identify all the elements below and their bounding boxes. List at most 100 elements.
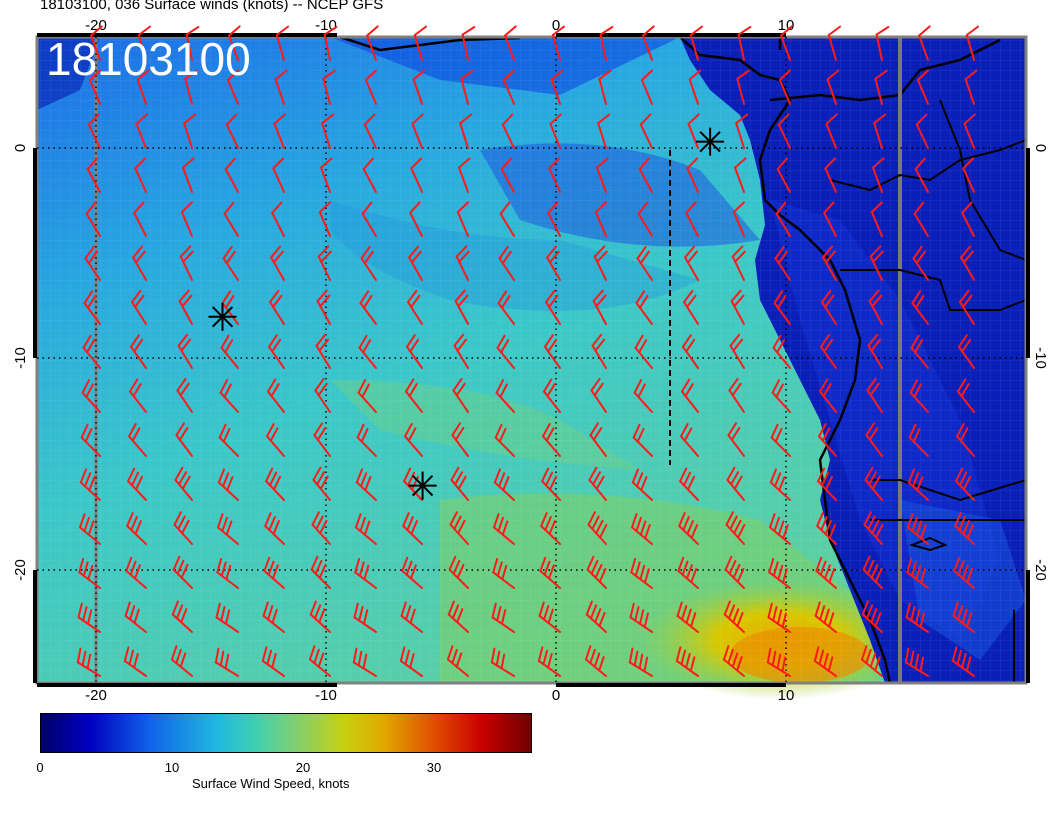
- wind-barb: [274, 69, 288, 105]
- wind-barb: [957, 334, 975, 369]
- wind-barb: [400, 601, 423, 633]
- wind-barb: [317, 245, 332, 281]
- wind-barb: [964, 69, 978, 105]
- location-markers: [208, 127, 725, 500]
- lat-labels: 0 -10 -20 0 -10 -20: [12, 144, 1049, 581]
- wind-barb: [774, 245, 791, 281]
- wind-barb: [133, 201, 147, 237]
- wind-barb: [313, 422, 331, 457]
- wind-barb: [266, 378, 285, 413]
- wind-barb: [907, 513, 929, 545]
- wind-barb: [499, 201, 515, 237]
- wind-barb: [90, 25, 103, 61]
- wind-barb: [639, 113, 653, 149]
- wind-barb: [308, 645, 331, 677]
- wind-barb: [173, 511, 193, 545]
- wind-barb: [262, 601, 285, 633]
- marker-south: [408, 471, 437, 500]
- lon-label-top: -10: [315, 17, 337, 34]
- wind-barb: [728, 378, 745, 413]
- wind-barbs: [76, 25, 980, 677]
- wind-barb: [863, 511, 884, 545]
- wind-barb: [408, 245, 423, 281]
- wind-barb: [178, 289, 193, 325]
- wind-barb: [541, 467, 561, 501]
- wind-barb: [642, 25, 655, 61]
- wind-barb: [551, 25, 566, 61]
- wind-barb: [593, 245, 608, 281]
- wind-barb: [675, 646, 699, 677]
- wind-barb: [685, 201, 699, 237]
- wind-barb: [537, 646, 561, 677]
- wind-barb: [86, 157, 101, 193]
- wind-barb: [912, 245, 929, 281]
- wind-barb: [185, 25, 200, 61]
- wind-barb: [965, 25, 980, 61]
- wind-barb: [413, 25, 428, 61]
- wind-barb: [864, 466, 883, 501]
- lat-label-right: -20: [1032, 559, 1049, 581]
- wind-barb: [352, 647, 377, 677]
- wind-barb: [269, 289, 285, 325]
- wind-barb: [275, 25, 290, 61]
- lat-label-left: -10: [12, 347, 29, 369]
- wind-barb: [314, 378, 331, 413]
- wind-barb: [172, 555, 193, 589]
- colorbar-label: Surface Wind Speed, knots: [192, 776, 350, 791]
- wind-barb: [589, 422, 607, 457]
- wind-barb: [961, 201, 975, 237]
- wind-barb: [354, 557, 377, 589]
- wind-barb: [496, 334, 515, 369]
- wind-barb: [353, 602, 377, 633]
- wind-barb: [128, 378, 147, 413]
- wind-barb: [267, 334, 285, 369]
- wind-barb: [594, 201, 607, 237]
- map-frame: [35, 35, 1028, 685]
- wind-barb: [498, 245, 515, 281]
- wind-barb: [539, 556, 561, 589]
- wind-barb: [723, 600, 745, 633]
- wind-barb: [500, 157, 515, 193]
- wind-barb: [860, 645, 883, 677]
- wind-barb: [633, 379, 653, 413]
- wind-barb: [493, 513, 515, 545]
- wind-barb: [731, 245, 746, 281]
- wind-barb: [131, 289, 147, 325]
- wind-barb: [768, 557, 791, 589]
- wind-barb: [954, 512, 975, 545]
- wind-barb: [686, 157, 699, 193]
- wind-barb: [322, 69, 336, 105]
- wind-barb: [321, 113, 335, 149]
- wind-barb: [226, 69, 240, 105]
- wind-barb: [861, 600, 883, 633]
- wind-barb: [726, 466, 745, 501]
- wind-barb: [125, 556, 147, 589]
- wind-barb: [217, 468, 239, 501]
- wind-barb: [630, 557, 653, 589]
- wind-barb: [776, 157, 791, 193]
- wind-barb: [128, 422, 147, 457]
- wind-barb: [270, 245, 285, 281]
- wind-barb: [538, 601, 561, 633]
- wind-barb: [729, 333, 745, 369]
- wind-barb: [962, 157, 975, 193]
- lat-label-left: -20: [12, 559, 29, 581]
- wind-barb: [545, 289, 561, 325]
- lon-label-bottom: -20: [85, 687, 107, 704]
- wind-barb: [814, 601, 837, 633]
- wind-barb: [867, 333, 883, 369]
- wind-barb: [869, 245, 884, 281]
- wind-barb: [180, 201, 193, 237]
- wind-barb: [778, 69, 792, 105]
- wind-barb: [271, 201, 285, 237]
- wind-barb: [78, 557, 101, 589]
- wind-barb: [955, 467, 975, 501]
- wind-barb: [450, 466, 469, 501]
- wind-barb: [909, 379, 929, 413]
- marker-gulf: [696, 127, 725, 156]
- wind-barb: [361, 201, 377, 237]
- wind-barb: [136, 69, 150, 105]
- wind-barb: [815, 556, 837, 589]
- wind-barb: [492, 557, 515, 589]
